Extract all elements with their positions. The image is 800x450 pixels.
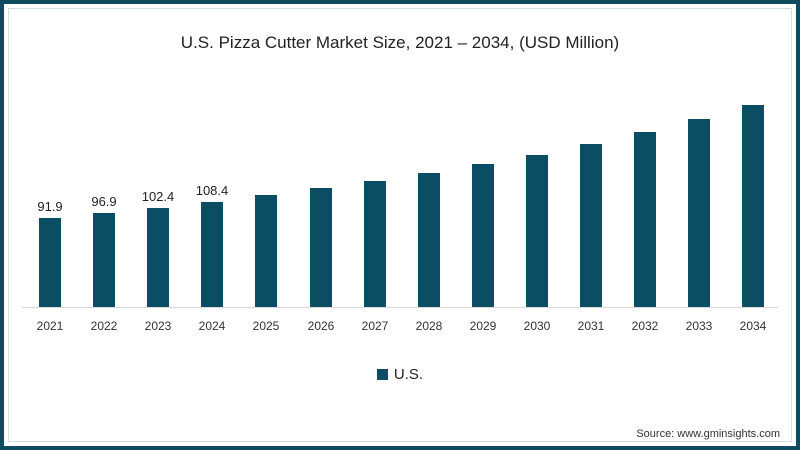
data-label-2023: 102.4 — [141, 189, 175, 204]
inner-border — [8, 8, 792, 442]
x-tick-2034: 2034 — [739, 319, 767, 333]
data-label-2021: 91.9 — [37, 199, 63, 214]
x-tick-2029: 2029 — [469, 319, 497, 333]
x-tick-2021: 2021 — [36, 319, 64, 333]
x-tick-2031: 2031 — [577, 319, 605, 333]
x-tick-2028: 2028 — [415, 319, 443, 333]
legend-swatch-us — [376, 369, 388, 380]
bar-2023 — [147, 208, 169, 307]
data-label-2024: 108.4 — [195, 183, 229, 198]
x-tick-2022: 2022 — [90, 319, 118, 333]
bar-2022 — [93, 213, 115, 307]
x-tick-2030: 2030 — [523, 319, 551, 333]
legend: U.S. — [0, 366, 800, 383]
bar-2034 — [742, 105, 764, 307]
bar-2030 — [526, 155, 548, 307]
x-tick-2025: 2025 — [252, 319, 280, 333]
bar-2024 — [201, 202, 223, 307]
bar-2031 — [580, 144, 602, 307]
x-tick-2032: 2032 — [631, 319, 659, 333]
bar-2033 — [688, 119, 710, 307]
bar-2028 — [418, 173, 440, 307]
data-label-2022: 96.9 — [91, 194, 117, 209]
bar-2025 — [255, 195, 277, 307]
chart-title: U.S. Pizza Cutter Market Size, 2021 – 20… — [180, 33, 620, 52]
x-tick-2033: 2033 — [685, 319, 713, 333]
source-note: Source: www.gminsights.com — [636, 428, 780, 440]
x-tick-2024: 2024 — [198, 319, 226, 333]
bar-2026 — [310, 188, 332, 307]
bar-2029 — [472, 164, 494, 307]
bar-2021 — [39, 218, 61, 307]
legend-label-us: U.S. — [393, 366, 424, 383]
bar-2027 — [364, 181, 386, 307]
x-tick-2023: 2023 — [144, 319, 172, 333]
x-tick-2026: 2026 — [307, 319, 335, 333]
bar-2032 — [634, 132, 656, 307]
x-axis-line — [22, 307, 778, 308]
x-tick-2027: 2027 — [361, 319, 389, 333]
